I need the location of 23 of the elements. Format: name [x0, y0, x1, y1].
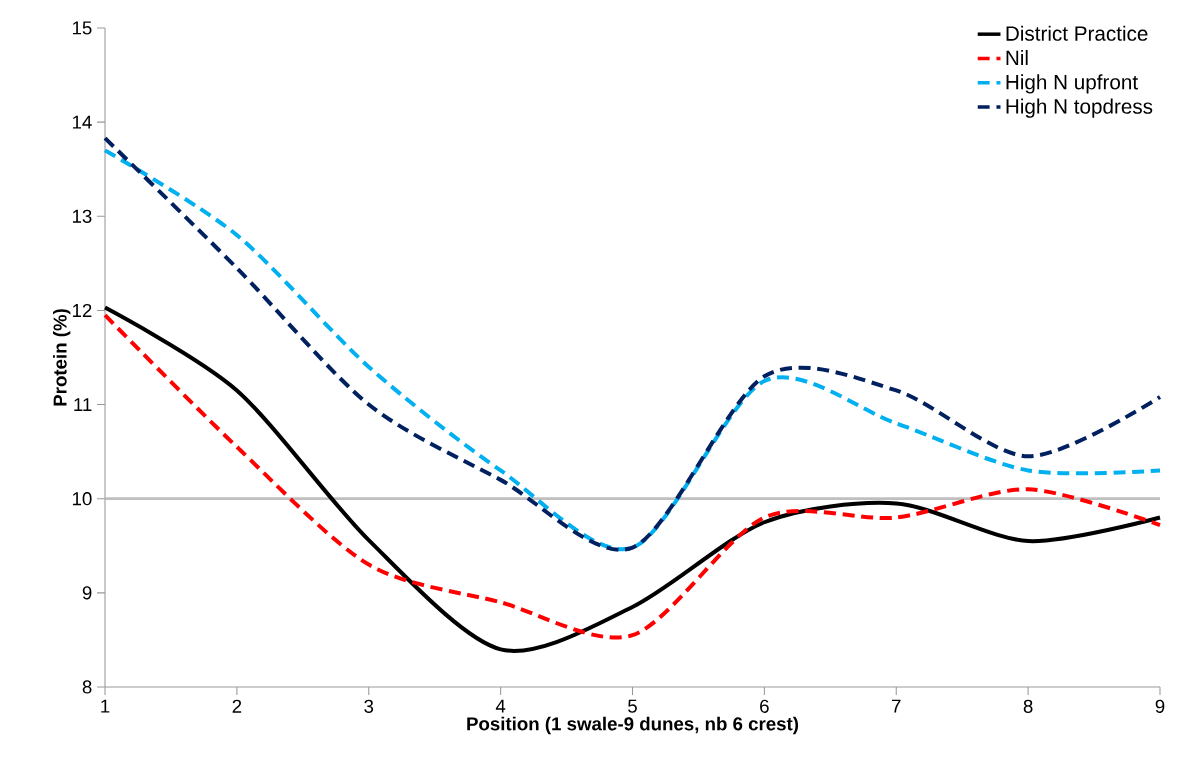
y-tick-label: 10 [72, 492, 92, 506]
y-tick-label: 12 [72, 303, 92, 317]
y-tick-label: 11 [74, 398, 92, 411]
legend-label: Nil [1006, 50, 1028, 65]
x-tick-label: 5 [628, 699, 637, 713]
y-tick-label: 14 [72, 115, 92, 129]
y-tick-label: 13 [72, 209, 92, 223]
x-tick-label: 2 [232, 699, 242, 713]
x-tick-label: 1 [101, 699, 110, 713]
x-tick-label: 8 [1023, 699, 1033, 713]
y-tick-label: 9 [82, 586, 92, 600]
x-tick-label: 6 [760, 699, 769, 713]
legend-label: High N upfront [1006, 74, 1138, 94]
legend-label: High N topdress [1006, 98, 1153, 118]
y-tick-label: 15 [72, 21, 92, 35]
x-tick-label: 3 [364, 699, 374, 713]
x-tick-label: 9 [1155, 699, 1165, 713]
x-axis-title: Position (1 swale-9 dunes, nb 6 crest) [467, 716, 799, 735]
x-tick-label: 4 [495, 699, 506, 713]
y-axis-title: Protein (%) [52, 309, 71, 406]
y-tick-label: 8 [82, 680, 92, 694]
legend-label: District Practice [1006, 25, 1148, 41]
x-tick-label: 7 [892, 699, 901, 713]
